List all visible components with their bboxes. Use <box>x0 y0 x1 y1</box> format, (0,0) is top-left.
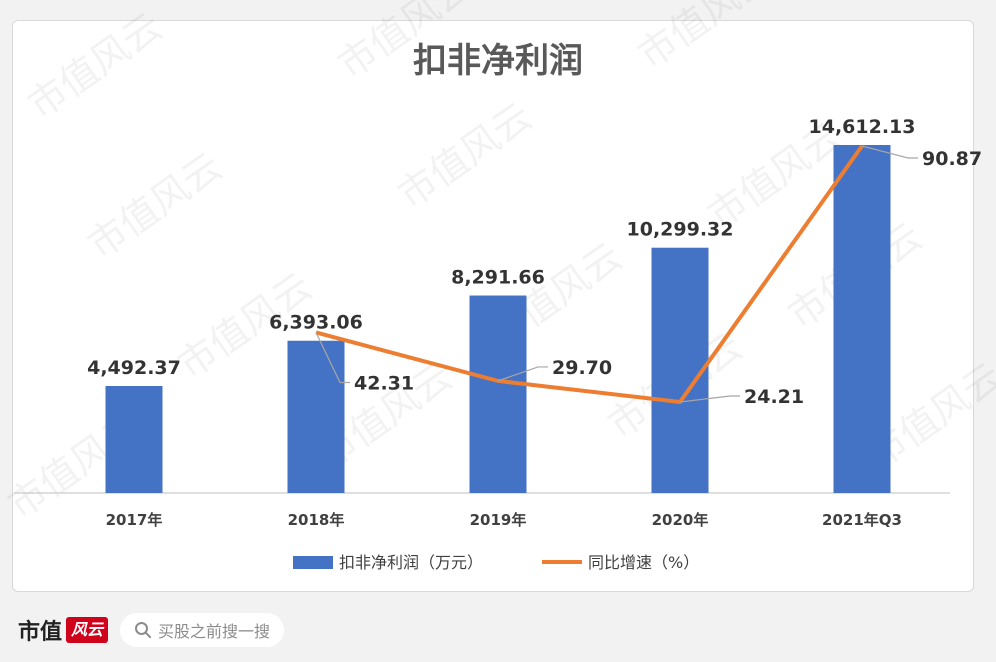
leader-line <box>497 366 548 382</box>
bar <box>833 145 891 493</box>
x-tick-label: 2019年 <box>470 511 527 529</box>
bar-data-label: 8,291.66 <box>451 267 545 289</box>
legend: 扣非净利润（万元） 同比增速（%） <box>293 553 699 572</box>
x-tick-label: 2020年 <box>652 511 709 529</box>
watermark-text: 市值风云 <box>80 144 230 267</box>
x-tick-label: 2018年 <box>288 511 345 529</box>
bar-data-label: 10,299.32 <box>627 219 734 241</box>
line-data-label: 42.31 <box>354 372 414 394</box>
x-tick-label: 2021年Q3 <box>822 511 902 529</box>
watermark-text: 市值风云 <box>20 4 170 127</box>
watermark-text: 市值风云 <box>630 0 780 77</box>
bar-series: 4,492.37 6,393.06 8,291.66 10,299.32 14,612.… <box>87 116 915 493</box>
search-icon <box>135 622 152 638</box>
line-data-label: 24.21 <box>744 386 804 408</box>
brand-logo: 市值 风云 <box>18 614 109 646</box>
legend-label-line: 同比增速（%） <box>588 553 699 572</box>
bar <box>469 295 527 493</box>
watermark-text: 市值风云 <box>390 94 540 217</box>
bar <box>105 386 163 493</box>
line-series: 42.31 29.70 24.21 90.87 <box>315 144 982 408</box>
footer: 市值 风云 买股之前搜一搜 <box>18 608 618 652</box>
leader-line <box>315 332 350 384</box>
bar-data-label: 14,612.13 <box>809 116 916 138</box>
brand-text: 市值 <box>18 620 63 645</box>
growth-line <box>315 144 864 404</box>
bar <box>651 247 709 493</box>
bar-data-label: 4,492.37 <box>87 357 181 379</box>
leader-line <box>679 395 740 403</box>
bar-data-label: 6,393.06 <box>269 312 363 334</box>
chart-title: 扣非净利润 <box>413 41 583 81</box>
search-placeholder: 买股之前搜一搜 <box>158 622 271 641</box>
bar <box>287 340 345 493</box>
legend-swatch-bar <box>293 556 333 569</box>
x-axis-ticks: 2017年 2018年 2019年 2020年 2021年Q3 <box>106 511 902 529</box>
leader-line <box>861 145 918 159</box>
line-data-label: 29.70 <box>552 357 612 379</box>
brand-seal: 风云 <box>66 617 109 643</box>
search-box[interactable]: 买股之前搜一搜 <box>120 613 285 647</box>
legend-label-bar: 扣非净利润（万元） <box>339 553 483 572</box>
x-tick-label: 2017年 <box>106 511 163 529</box>
line-data-label: 90.87 <box>922 148 982 170</box>
